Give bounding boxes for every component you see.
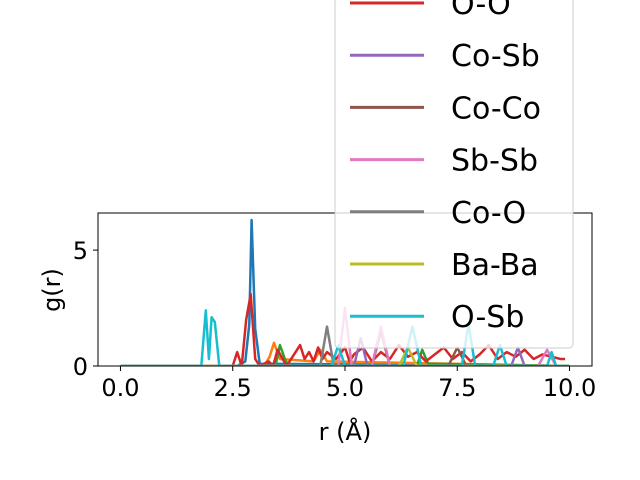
legend: O-O Co-Sb Co-Co Sb-Sb Co-O Ba-Ba O-Sb [334,0,574,349]
legend-frame [334,0,574,349]
legend-label-sb-sb: Sb-Sb [451,144,538,179]
x-axis-label: r (Å) [319,417,372,446]
x-tick-label: 2.5 [214,374,252,402]
y-axis-label: g(r) [38,268,66,312]
legend-label-co-sb: Co-Sb [451,39,540,74]
series-line-co-sb [120,336,570,366]
x-tick-label: 5.0 [326,374,364,402]
x-tick-label: 7.5 [438,374,476,402]
series-line-co-o [120,325,570,366]
x-axis: 0.0 2.5 5.0 7.5 10.0 [101,366,596,402]
x-tick-label: 10.0 [543,374,596,402]
legend-label-o-o: O-O [451,0,511,22]
y-tick-label: 0 [73,353,88,381]
series-line-unlabeled-3 [120,343,570,366]
legend-label-o-sb: O-Sb [451,300,524,335]
legend-label-ba-ba: Ba-Ba [451,248,539,283]
y-tick-label: 5 [73,237,88,265]
legend-label-co-o: Co-O [451,196,526,231]
y-axis: 05 [73,237,98,381]
legend-label-co-co: Co-Co [451,91,541,126]
x-tick-label: 0.0 [101,374,139,402]
